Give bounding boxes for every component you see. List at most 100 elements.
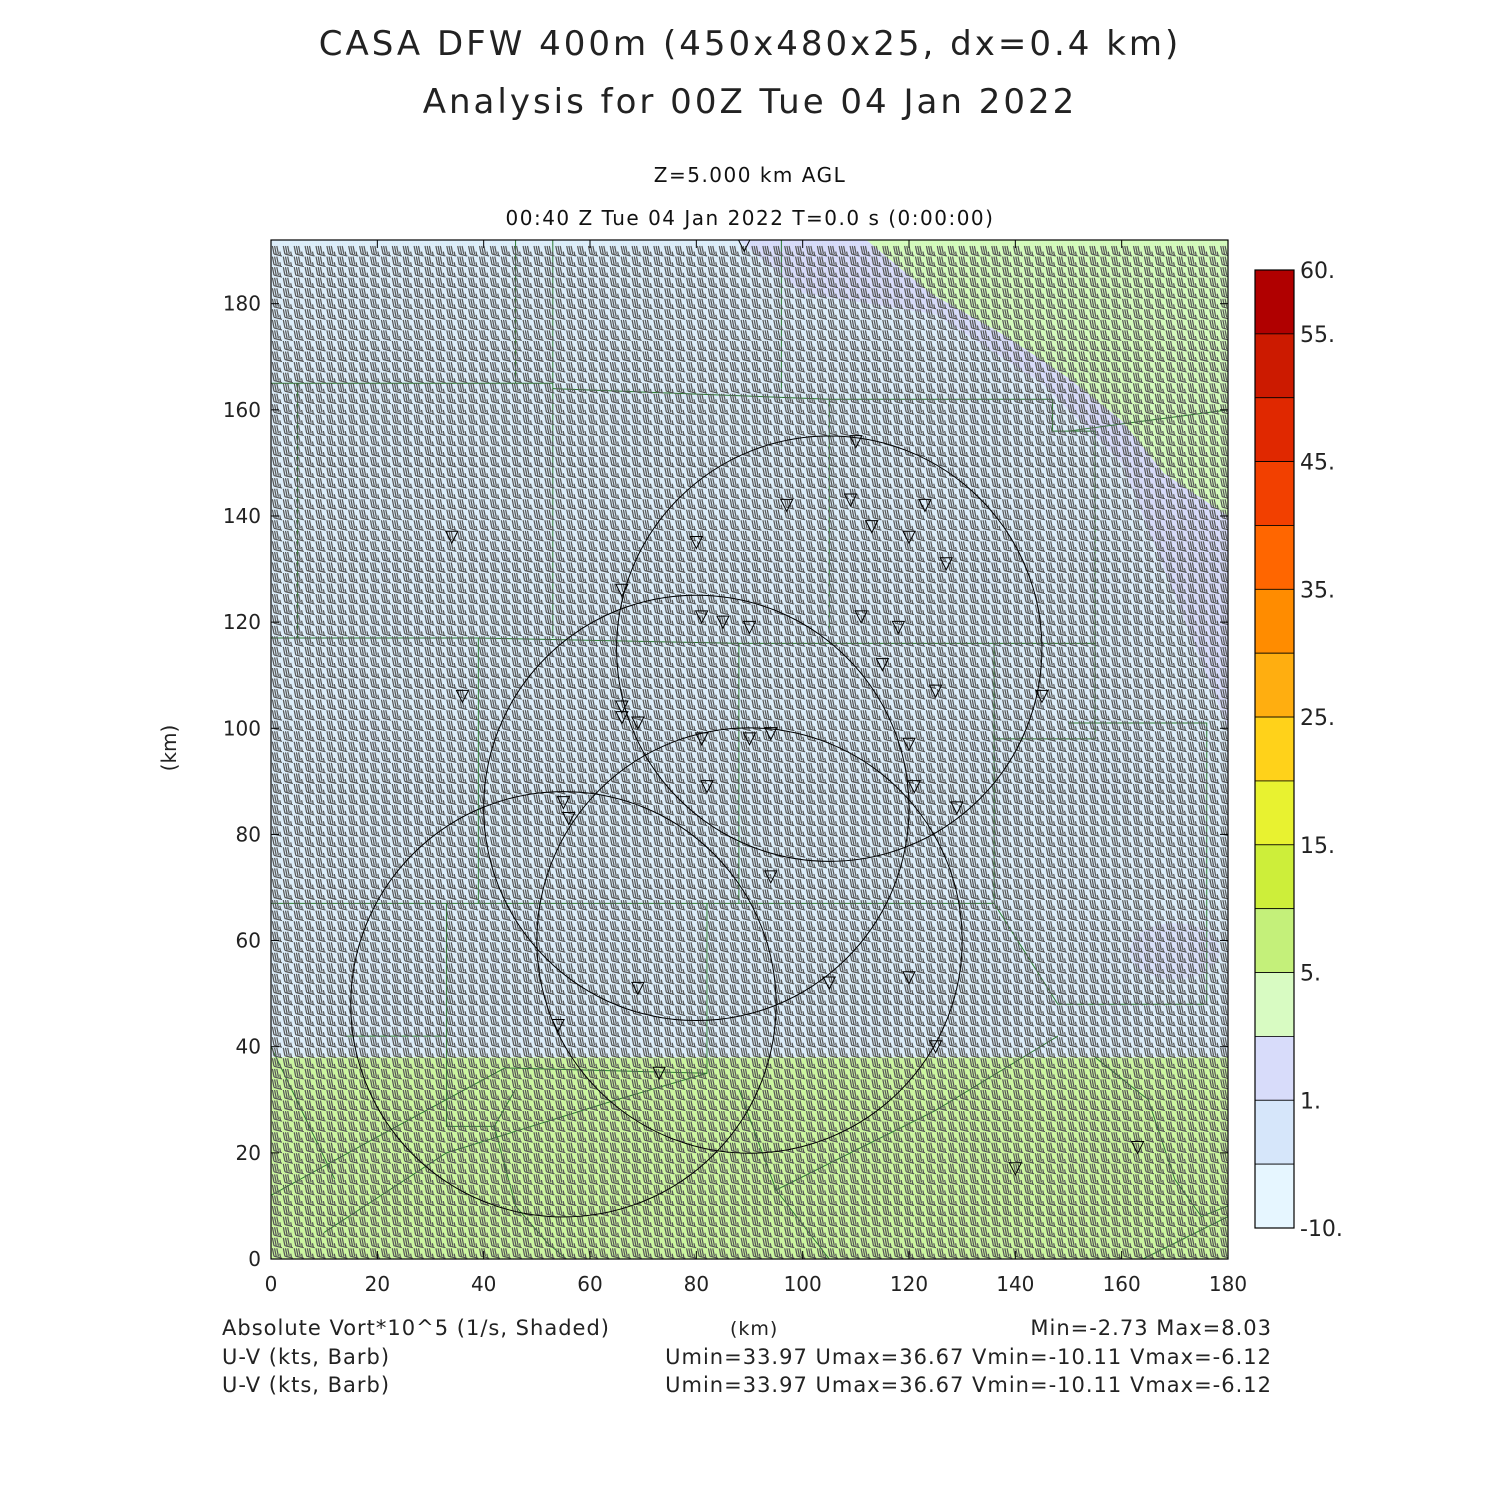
level-label: Z=5.000 km AGL	[653, 163, 847, 187]
shade-light-green-ne	[866, 240, 1228, 516]
radar-station-marker-icon	[843, 493, 858, 508]
colorbar-label: 15.	[1300, 834, 1335, 859]
barb-label-2: U-V (kts, Barb)	[222, 1373, 391, 1397]
radar-station-marker-icon	[928, 1040, 943, 1054]
radar-station-marker-icon	[779, 498, 794, 513]
colorbar-segment	[1254, 972, 1295, 1037]
colorbar-label: 55.	[1300, 323, 1335, 348]
radar-station-marker-icon	[742, 620, 757, 635]
radar-station-marker-icon	[854, 610, 868, 624]
radar-station-marker-icon	[864, 520, 879, 534]
radar-station-marker-icon	[742, 732, 757, 747]
wind-barbs	[271, 245, 1228, 1259]
radar-station-marker-icon	[551, 1018, 565, 1033]
radar-station-marker-icon	[689, 536, 704, 550]
y-tick-label: 80	[236, 822, 261, 846]
radar-station-marker-icon	[763, 727, 778, 741]
radar-station-marker-icon	[928, 684, 943, 699]
colorbar-label: 60.	[1300, 259, 1335, 284]
barb-stats-2: Umin=33.97 Umax=36.67 Vmin=-10.11 Vmax=-…	[665, 1373, 1272, 1397]
radar-station-marker-icon	[918, 498, 932, 513]
radar-station-marker-icon	[444, 530, 459, 545]
colorbar-segment	[1254, 525, 1295, 590]
x-tick-label: 140	[996, 1272, 1034, 1296]
colorbar-segment	[1254, 461, 1295, 526]
y-axis-label: (km)	[157, 725, 181, 772]
radar-range-ring	[536, 727, 963, 1154]
radar-station-marker-icon	[1008, 1162, 1023, 1176]
colorbar-segment	[1254, 780, 1295, 846]
colorbar: 60. 55. 45. 35. 25. 15. 5. 1. -10.	[1254, 259, 1343, 1242]
colorbar-segment	[1254, 908, 1295, 973]
radar-station-marker-icon	[849, 435, 863, 449]
colorbar-label: 25.	[1300, 706, 1335, 731]
colorbar-segment	[1254, 269, 1295, 335]
y-tick-label: 0	[248, 1247, 261, 1271]
colorbar-label: 35.	[1300, 578, 1335, 603]
colorbar-segment	[1254, 397, 1295, 463]
x-tick-label: 160	[1103, 1272, 1141, 1296]
wind-barb-field	[271, 245, 1228, 1259]
radar-station-marker-icon	[902, 737, 916, 752]
x-tick-label: 40	[471, 1272, 496, 1296]
colorbar-label: 5.	[1300, 962, 1321, 987]
colorbar-frame	[1254, 269, 1295, 1229]
colorbar-label: 45.	[1300, 451, 1335, 476]
radar-station-marker-icon	[455, 689, 470, 704]
radar-range-ring	[483, 594, 910, 1022]
x-tick-label: 0	[265, 1272, 278, 1296]
radar-station-marker-icon	[556, 796, 571, 810]
radar-station-marker-icon	[939, 557, 954, 571]
x-tick-label: 60	[577, 1272, 602, 1296]
radar-range-rings	[350, 435, 1043, 1218]
x-tick-label: 100	[784, 1272, 822, 1296]
radar-station-marker-icon	[891, 620, 906, 635]
y-tick-label: 40	[236, 1035, 261, 1059]
y-axis: 0 20 40 60 80 100 120 140 160 180	[223, 292, 1228, 1271]
radar-station-markers	[444, 240, 1145, 1176]
radar-station-marker-icon	[615, 700, 629, 715]
map-title-line2: Analysis for 00Z Tue 04 Jan 2022	[422, 82, 1078, 122]
x-tick-label: 120	[890, 1272, 928, 1296]
radar-station-marker-icon	[822, 976, 837, 991]
radar-station-marker-icon	[1130, 1141, 1145, 1155]
colorbar-label: 1.	[1300, 1089, 1321, 1114]
radar-station-marker-icon	[1035, 689, 1049, 704]
y-tick-label: 180	[223, 292, 261, 316]
radar-station-marker-icon	[615, 583, 629, 598]
y-tick-label: 160	[223, 398, 261, 422]
x-tick-label: 80	[684, 1272, 709, 1296]
map-title-line1: CASA DFW 400m (450x480x25, dx=0.4 km)	[318, 24, 1182, 64]
radar-station-marker-icon	[902, 971, 916, 985]
boundary-line	[829, 398, 1054, 432]
radar-station-marker-icon	[763, 870, 778, 884]
colorbar-segment	[1254, 588, 1295, 654]
radar-station-marker-icon	[652, 1066, 666, 1081]
plot-frame	[270, 239, 1229, 1260]
valid-time-label: 00:40 Z Tue 04 Jan 2022 T=0.0 s (0:00:00…	[505, 206, 995, 230]
radar-station-marker-icon	[737, 240, 751, 253]
radar-station-marker-icon	[907, 780, 922, 794]
x-axis: 0 20 40 60 80 100 120 140 160 180	[265, 240, 1247, 1296]
radar-station-marker-icon	[561, 811, 576, 826]
shaded-field-label: Absolute Vort*10^5 (1/s, Shaded)	[222, 1316, 610, 1340]
y-tick-label: 100	[223, 716, 261, 740]
colorbar-segment	[1254, 1163, 1295, 1229]
radar-range-ring	[616, 435, 1043, 862]
radar-station-marker-icon	[700, 780, 714, 794]
colorbar-segment	[1254, 1099, 1295, 1165]
radar-range-ring	[350, 791, 777, 1218]
boundary-line	[775, 1189, 830, 1259]
barb-stats-1: Umin=33.97 Umax=36.67 Vmin=-10.11 Vmax=-…	[665, 1345, 1272, 1369]
colorbar-label: -10.	[1300, 1217, 1343, 1242]
colorbar-segment	[1254, 652, 1295, 718]
y-tick-label: 60	[236, 929, 261, 953]
radar-station-marker-icon	[716, 615, 730, 630]
colorbar-segment	[1254, 716, 1295, 782]
colorbar-segment	[1254, 333, 1295, 399]
radar-station-marker-icon	[631, 981, 645, 996]
y-tick-label: 120	[223, 610, 261, 634]
radar-station-marker-icon	[950, 801, 964, 815]
radar-station-marker-icon	[694, 732, 709, 747]
